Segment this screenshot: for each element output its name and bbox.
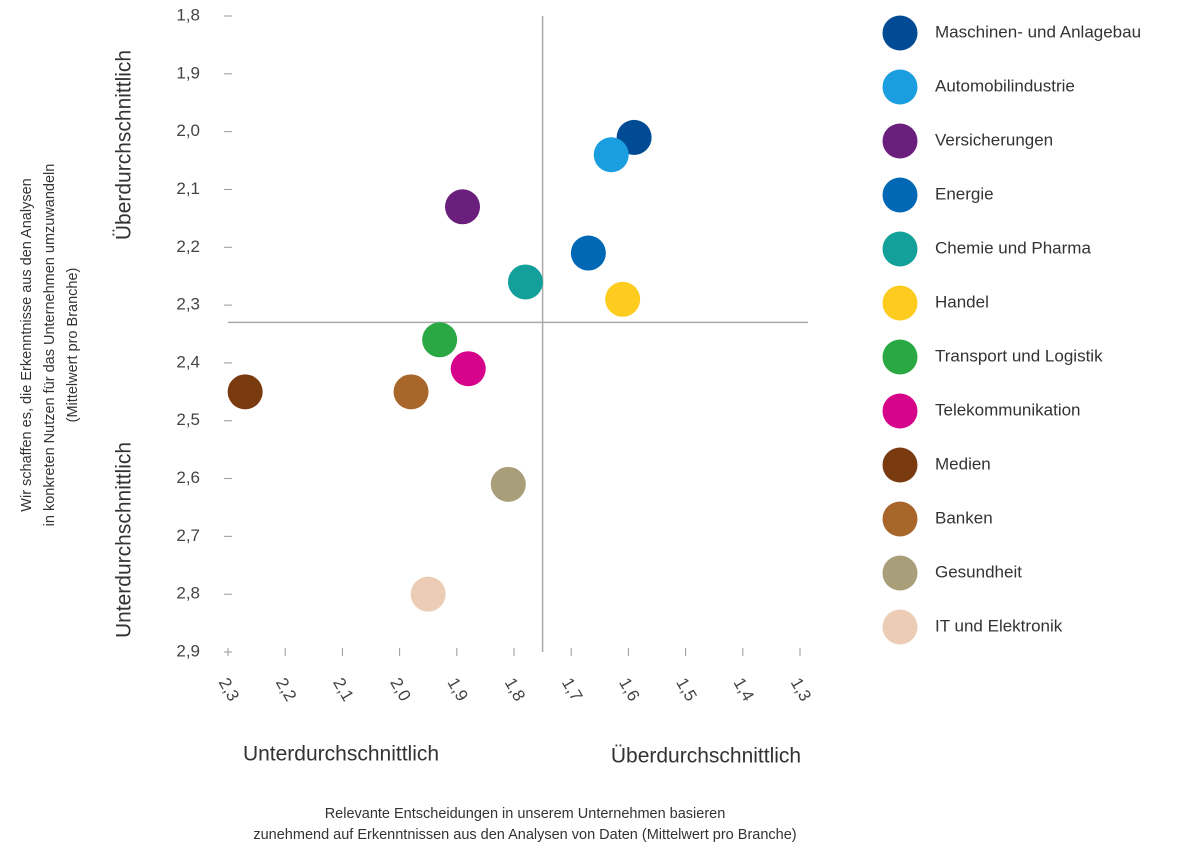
legend-label: Medien: [935, 454, 991, 473]
x-axis-label: Relevante Entscheidungen in unserem Unte…: [325, 806, 726, 822]
y-tick-label: 2,1: [176, 179, 200, 198]
legend-swatch: [882, 339, 918, 375]
legend-label: Versicherungen: [935, 130, 1053, 149]
x-tick-label: 1,3: [787, 675, 815, 705]
y-tick-label: 1,9: [176, 63, 200, 82]
legend-swatch: [882, 393, 918, 429]
x-tick-label: 1,9: [444, 675, 472, 705]
y-axis-label: (Mittelwert pro Branche): [65, 268, 81, 423]
y-tick-label: 2,2: [176, 237, 200, 256]
annotation: Überdurchschnittlich: [113, 50, 136, 240]
y-tick-label: 2,9: [176, 641, 200, 660]
legend-swatch: [882, 15, 918, 51]
y-tick-label: 1,8: [176, 5, 200, 24]
point: [450, 351, 486, 387]
y-tick-label: 2,8: [176, 584, 200, 603]
x-tick-label: 1,8: [501, 675, 529, 705]
y-tick-label: 2,5: [176, 410, 200, 429]
x-tick-label: 2,0: [386, 675, 414, 705]
legend-label: Maschinen- und Anlagebau: [935, 22, 1141, 41]
x-tick-label: 1,4: [730, 675, 758, 705]
x-tick-label: 2,2: [272, 675, 300, 705]
legend-swatch: [882, 285, 918, 321]
x-tick-label: 2,1: [329, 675, 357, 705]
y-tick-label: 2,7: [176, 526, 200, 545]
x-axis-label: zunehmend auf Erkenntnissen aus den Anal…: [253, 827, 796, 843]
annotation: Unterdurchschnittlich: [243, 743, 439, 766]
legend-swatch: [882, 123, 918, 159]
point: [410, 576, 446, 612]
legend-swatch: [882, 609, 918, 645]
point: [445, 189, 481, 225]
legend-label: Transport und Logistik: [935, 346, 1103, 365]
point: [605, 281, 641, 317]
point: [422, 322, 458, 358]
y-axis-label: Wir schaffen es, die Erkenntnisse aus de…: [19, 178, 35, 511]
legend-label: Handel: [935, 292, 989, 311]
legend-swatch: [882, 447, 918, 483]
legend-swatch: [882, 501, 918, 537]
legend-label: Gesundheit: [935, 562, 1022, 581]
legend-label: Banken: [935, 508, 993, 527]
y-axis-label: in konkreten Nutzen für das Unternehmen …: [42, 164, 58, 527]
point: [393, 374, 429, 410]
legend-swatch: [882, 177, 918, 213]
legend-label: Chemie und Pharma: [935, 238, 1091, 257]
annotation: Überdurchschnittlich: [611, 745, 801, 768]
legend-label: IT und Elektronik: [935, 616, 1063, 635]
legend-swatch: [882, 555, 918, 591]
y-tick-label: 2,6: [176, 468, 200, 487]
y-tick-label: 2,3: [176, 295, 200, 314]
point: [490, 466, 526, 502]
legend-label: Automobilindustrie: [935, 76, 1075, 95]
x-tick-label: 1,5: [672, 675, 700, 705]
legend-swatch: [882, 231, 918, 267]
y-tick-label: 2,0: [176, 121, 200, 140]
x-tick-label: 2,3: [215, 675, 243, 705]
legend-swatch: [882, 69, 918, 105]
x-tick-label: 1,6: [615, 675, 643, 705]
point: [227, 374, 263, 410]
y-tick-label: 2,4: [176, 352, 200, 371]
annotation: Unterdurchschnittlich: [113, 442, 136, 638]
legend-label: Energie: [935, 184, 994, 203]
point: [570, 235, 606, 271]
point: [507, 264, 543, 300]
legend-label: Telekommunikation: [935, 400, 1081, 419]
x-tick-label: 1,7: [558, 675, 586, 705]
point: [593, 137, 629, 173]
